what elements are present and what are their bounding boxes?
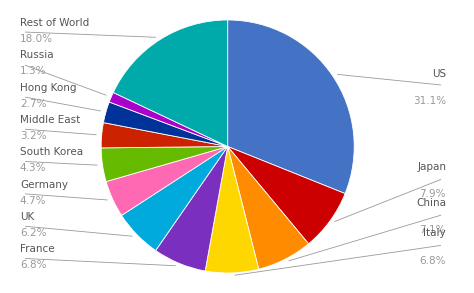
Text: Rest of World: Rest of World (20, 18, 89, 28)
Text: Italy: Italy (423, 229, 446, 239)
Text: Japan: Japan (417, 162, 446, 172)
Wedge shape (101, 146, 228, 182)
Text: Germany: Germany (20, 180, 68, 190)
Text: 31.1%: 31.1% (413, 96, 446, 106)
Text: 6.2%: 6.2% (20, 228, 46, 238)
Text: 1.3%: 1.3% (20, 66, 46, 76)
Wedge shape (228, 20, 354, 194)
Text: Hong Kong: Hong Kong (20, 83, 76, 93)
Text: 4.7%: 4.7% (20, 196, 46, 206)
Text: France: France (20, 244, 55, 254)
Text: 7.9%: 7.9% (419, 189, 446, 199)
Text: Russia: Russia (20, 50, 54, 60)
Text: 7.1%: 7.1% (419, 225, 446, 235)
Wedge shape (101, 122, 228, 148)
Wedge shape (113, 20, 228, 146)
Text: 4.3%: 4.3% (20, 163, 46, 173)
Text: 2.7%: 2.7% (20, 99, 46, 109)
Text: 18.0%: 18.0% (20, 34, 53, 44)
Text: 3.2%: 3.2% (20, 131, 46, 141)
Wedge shape (205, 146, 259, 273)
Text: Middle East: Middle East (20, 115, 80, 125)
Text: US: US (432, 69, 446, 79)
Text: 6.8%: 6.8% (419, 256, 446, 266)
Wedge shape (228, 146, 309, 269)
Text: 6.8%: 6.8% (20, 260, 46, 270)
Wedge shape (228, 146, 345, 244)
Text: UK: UK (20, 212, 34, 222)
Text: South Korea: South Korea (20, 147, 83, 157)
Wedge shape (106, 146, 228, 215)
Wedge shape (121, 146, 228, 251)
Wedge shape (155, 146, 228, 271)
Wedge shape (103, 102, 228, 146)
Wedge shape (109, 93, 228, 146)
Text: China: China (416, 198, 446, 208)
